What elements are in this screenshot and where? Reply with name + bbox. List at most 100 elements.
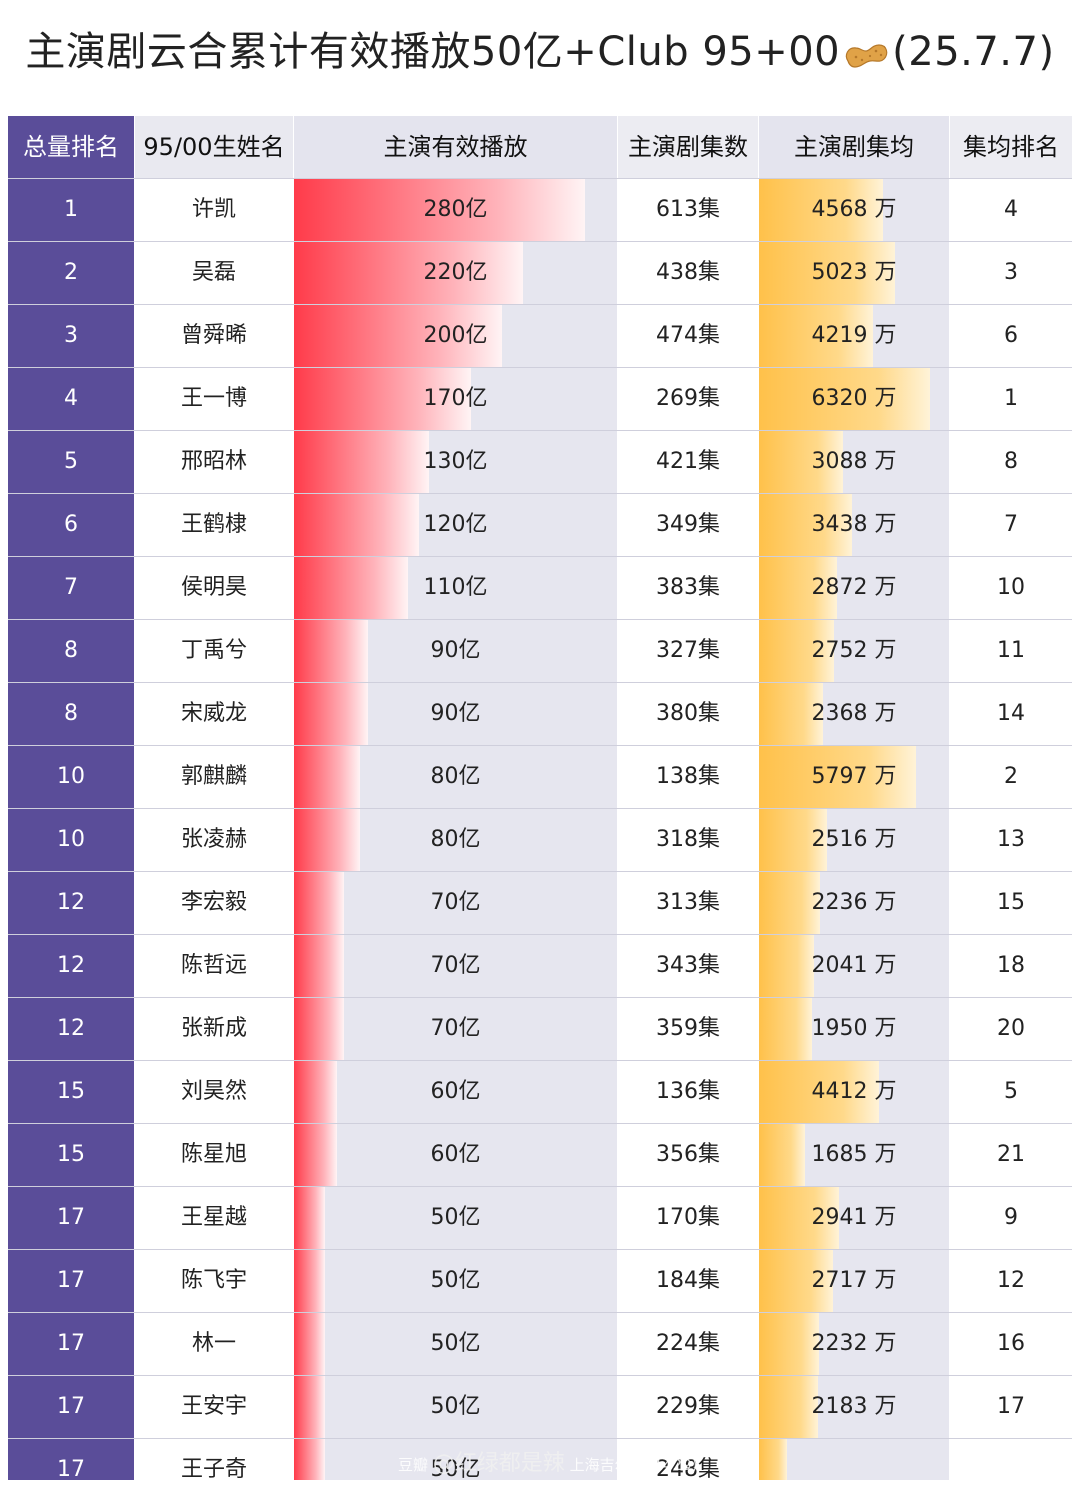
row-divider <box>8 178 1072 179</box>
avg-rank-value: 14 <box>997 701 1025 726</box>
episodes-value: 229集 <box>656 1394 720 1419</box>
name-cell: 郭麒麟 <box>135 746 293 808</box>
rank-cell: 1 <box>8 179 134 241</box>
avg-rank-cell: 20 <box>950 998 1072 1060</box>
row-divider <box>8 430 1072 431</box>
actor-name: 侯明昊 <box>180 575 247 600</box>
avg-bar <box>759 1250 833 1312</box>
name-cell: 李宏毅 <box>135 872 293 934</box>
row-divider <box>8 367 1072 368</box>
avg-bar <box>759 809 827 871</box>
avg-value: 2717 万 <box>811 1268 897 1293</box>
play-bar <box>294 368 471 430</box>
avg-bar <box>759 368 930 430</box>
actor-name: 陈哲远 <box>180 953 247 978</box>
rank-value: 17 <box>57 1268 85 1293</box>
play-value: 70亿 <box>430 953 481 978</box>
rank-value: 17 <box>57 1394 85 1419</box>
name-cell: 陈哲远 <box>135 935 293 997</box>
actor-name: 张新成 <box>180 1016 247 1041</box>
table-row: 12 陈哲远 70亿 343集 2041 万 18 <box>8 935 1072 997</box>
avg-rank-value: 10 <box>997 575 1025 600</box>
play-bar <box>294 431 429 493</box>
title-text: 主演剧云合累计有效播放50亿+Club 95+00 <box>25 29 841 75</box>
header-play: 主演有效播放 <box>294 116 617 178</box>
play-cell: 80亿 <box>294 809 617 871</box>
avg-rank-cell: 10 <box>950 557 1072 619</box>
episodes-cell: 613集 <box>618 179 758 241</box>
avg-bar <box>759 1439 787 1480</box>
avg-cell <box>759 1439 949 1480</box>
table-row: 8 丁禹兮 90亿 327集 2752 万 11 <box>8 620 1072 682</box>
play-bar <box>294 872 344 934</box>
avg-rank-value: 20 <box>997 1016 1025 1041</box>
play-cell: 280亿 <box>294 179 617 241</box>
avg-rank-cell: 3 <box>950 242 1072 304</box>
avg-cell: 4568 万 <box>759 179 949 241</box>
episodes-cell: 170集 <box>618 1187 758 1249</box>
rank-value: 12 <box>57 1016 85 1041</box>
avg-rank-value: 2 <box>1004 764 1018 789</box>
episodes-value: 383集 <box>656 575 720 600</box>
rank-cell: 17 <box>8 1376 134 1438</box>
actor-name: 邢昭林 <box>180 449 247 474</box>
avg-cell: 4219 万 <box>759 305 949 367</box>
actor-name: 陈星旭 <box>180 1142 247 1167</box>
rank-value: 2 <box>64 260 78 285</box>
rank-cell: 10 <box>8 809 134 871</box>
play-cell: 110亿 <box>294 557 617 619</box>
episodes-cell: 438集 <box>618 242 758 304</box>
avg-value: 1950 万 <box>811 1016 897 1041</box>
actor-name: 王子奇 <box>180 1457 247 1480</box>
avg-rank-value: 5 <box>1004 1079 1018 1104</box>
play-cell: 60亿 <box>294 1061 617 1123</box>
watermark-handle: @红绿都是辣 <box>432 1451 565 1476</box>
avg-bar <box>759 431 843 493</box>
rank-value: 10 <box>57 827 85 852</box>
header-rank: 总量排名 <box>8 116 134 178</box>
row-divider <box>8 808 1072 809</box>
table-row: 1 许凯 280亿 613集 4568 万 4 <box>8 179 1072 241</box>
episodes-value: 313集 <box>656 890 720 915</box>
row-divider <box>8 1312 1072 1313</box>
name-cell: 丁禹兮 <box>135 620 293 682</box>
avg-bar <box>759 998 812 1060</box>
play-cell: 70亿 <box>294 872 617 934</box>
episodes-value: 349集 <box>656 512 720 537</box>
play-value: 50亿 <box>430 1205 481 1230</box>
avg-rank-cell: 21 <box>950 1124 1072 1186</box>
episodes-cell: 229集 <box>618 1376 758 1438</box>
avg-cell: 5797 万 <box>759 746 949 808</box>
table-row: 17 陈飞宇 50亿 184集 2717 万 12 <box>8 1250 1072 1312</box>
episodes-value: 343集 <box>656 953 720 978</box>
actor-name: 宋威龙 <box>180 701 247 726</box>
play-value: 120亿 <box>423 512 488 537</box>
name-cell: 刘昊然 <box>135 1061 293 1123</box>
avg-cell: 2516 万 <box>759 809 949 871</box>
episodes-value: 421集 <box>656 449 720 474</box>
episodes-cell: 313集 <box>618 872 758 934</box>
play-cell: 220亿 <box>294 242 617 304</box>
avg-cell: 5023 万 <box>759 242 949 304</box>
avg-rank-value: 11 <box>997 638 1025 663</box>
row-divider <box>8 1186 1072 1187</box>
rank-value: 1 <box>64 197 78 222</box>
table-row: 15 刘昊然 60亿 136集 4412 万 5 <box>8 1061 1072 1123</box>
play-cell: 70亿 <box>294 935 617 997</box>
avg-rank-value: 16 <box>997 1331 1025 1356</box>
table-row: 4 王一博 170亿 269集 6320 万 1 <box>8 368 1072 430</box>
rank-value: 17 <box>57 1331 85 1356</box>
avg-bar <box>759 746 916 808</box>
play-bar <box>294 1061 337 1123</box>
rank-cell: 17 <box>8 1313 134 1375</box>
header-avg-rank: 集均排名 <box>950 116 1072 178</box>
avg-value: 4219 万 <box>811 323 897 348</box>
play-cell: 130亿 <box>294 431 617 493</box>
play-value: 110亿 <box>423 575 488 600</box>
header-name: 95/00生姓名 <box>135 116 293 178</box>
play-value: 70亿 <box>430 890 481 915</box>
episodes-value: 318集 <box>656 827 720 852</box>
rank-value: 5 <box>64 449 78 474</box>
row-divider <box>8 1123 1072 1124</box>
play-cell: 120亿 <box>294 494 617 556</box>
